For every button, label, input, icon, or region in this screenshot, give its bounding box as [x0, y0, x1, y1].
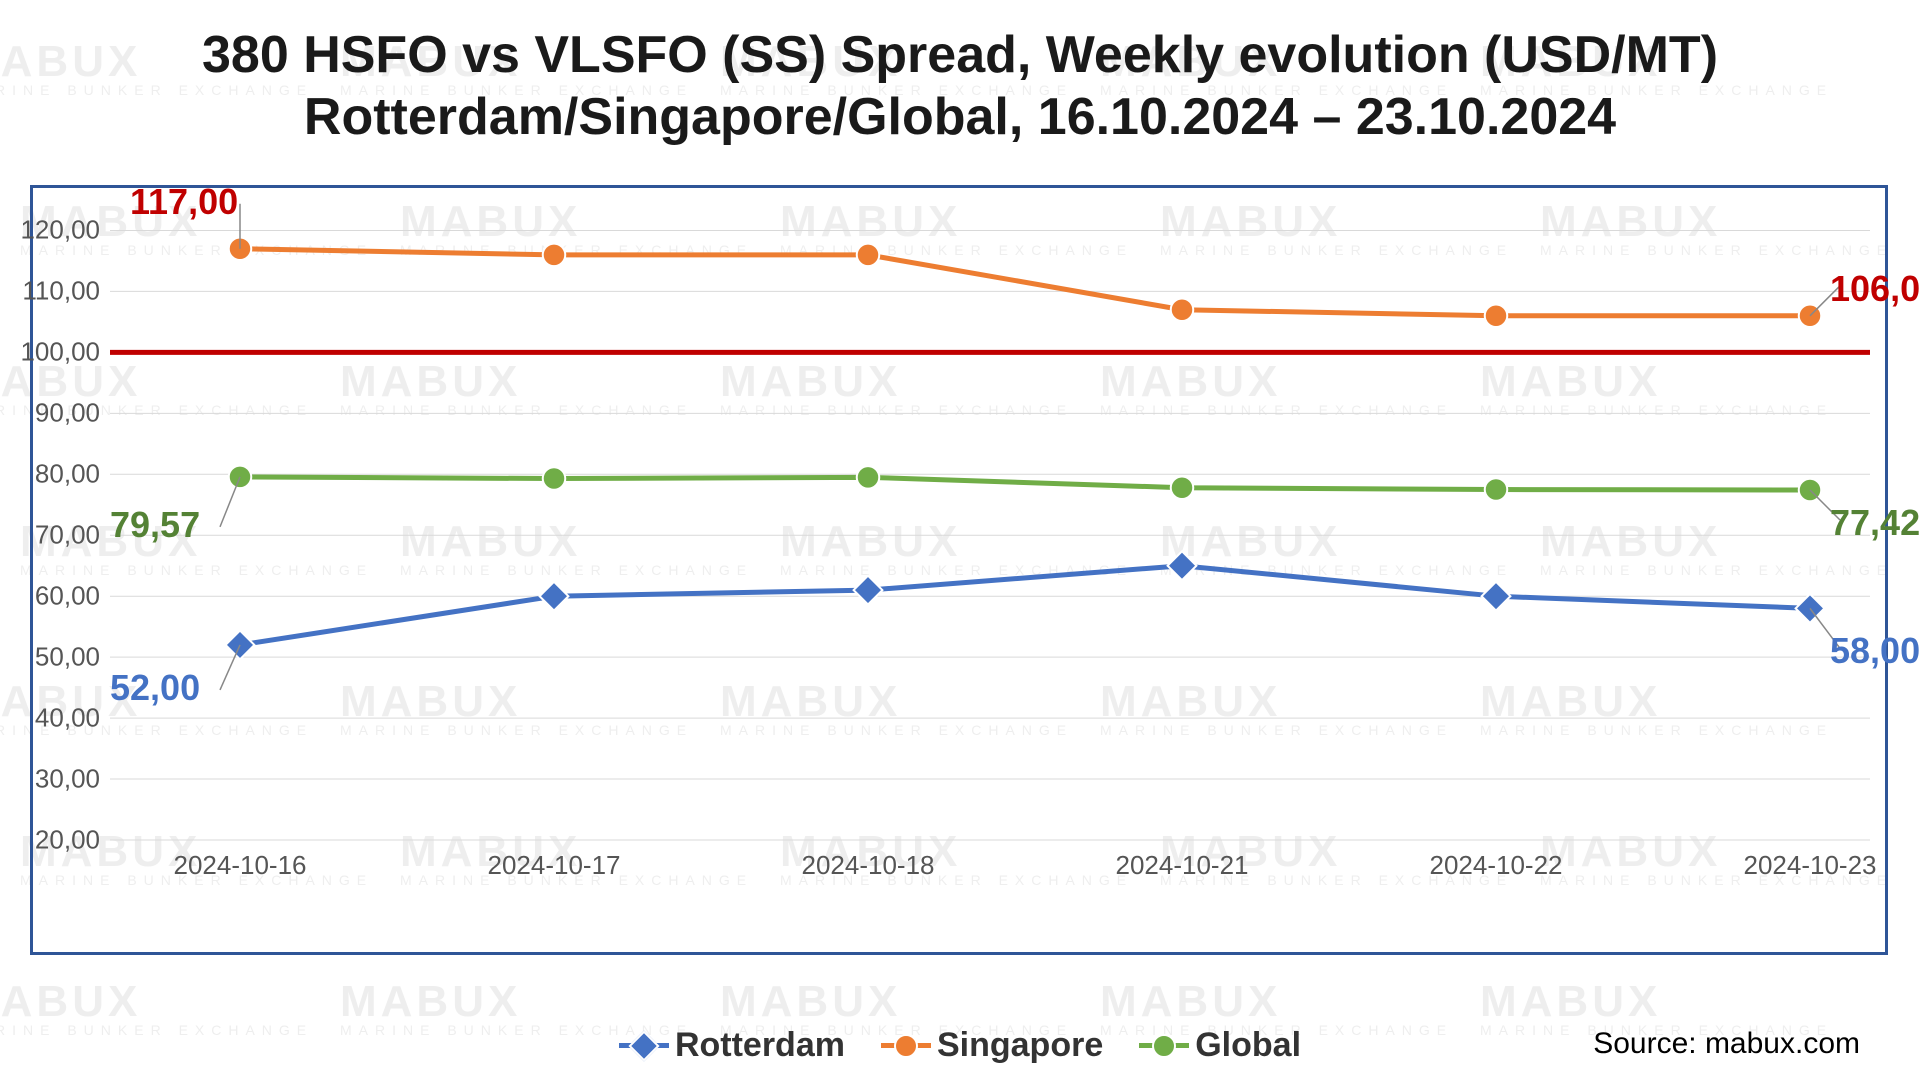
- x-tick-label: 2024-10-21: [1116, 850, 1249, 881]
- y-tick-label: 120,00: [20, 215, 100, 246]
- series-start-label: 117,00: [130, 181, 238, 223]
- plot-area: 20,0030,0040,0050,0060,0070,0080,0090,00…: [110, 200, 1870, 840]
- y-tick-label: 60,00: [35, 581, 100, 612]
- y-tick-label: 50,00: [35, 642, 100, 673]
- y-tick-label: 30,00: [35, 764, 100, 795]
- x-tick-label: 2024-10-22: [1430, 850, 1563, 881]
- legend-item: Rotterdam: [619, 1026, 845, 1065]
- plot-svg: [110, 200, 1870, 840]
- legend-label: Global: [1195, 1026, 1301, 1065]
- y-tick-label: 110,00: [22, 276, 100, 307]
- source-text: Source: mabux.com: [1593, 1027, 1860, 1061]
- x-tick-label: 2024-10-17: [488, 850, 621, 881]
- y-tick-label: 80,00: [35, 459, 100, 490]
- y-tick-label: 40,00: [35, 703, 100, 734]
- legend-item: Global: [1139, 1026, 1301, 1065]
- series-end-label: 58,00: [1830, 630, 1920, 672]
- legend-item: Singapore: [881, 1026, 1103, 1065]
- y-tick-label: 100,00: [20, 337, 100, 368]
- y-tick-label: 90,00: [35, 398, 100, 429]
- y-tick-label: 20,00: [35, 825, 100, 856]
- title-line2: Rotterdam/Singapore/Global, 16.10.2024 –…: [304, 88, 1616, 146]
- legend-label: Rotterdam: [675, 1026, 845, 1065]
- title-line1: 380 HSFO vs VLSFO (SS) Spread, Weekly ev…: [202, 26, 1718, 84]
- y-tick-label: 70,00: [35, 520, 100, 551]
- series-end-label: 77,42: [1830, 502, 1920, 544]
- chart-title: 380 HSFO vs VLSFO (SS) Spread, Weekly ev…: [0, 24, 1920, 149]
- series-start-label: 52,00: [110, 667, 200, 709]
- x-tick-label: 2024-10-23: [1744, 850, 1877, 881]
- x-tick-label: 2024-10-16: [174, 850, 307, 881]
- series-start-label: 79,57: [110, 504, 200, 546]
- x-tick-label: 2024-10-18: [802, 850, 935, 881]
- series-end-label: 106,00: [1830, 268, 1920, 310]
- legend-label: Singapore: [937, 1026, 1103, 1065]
